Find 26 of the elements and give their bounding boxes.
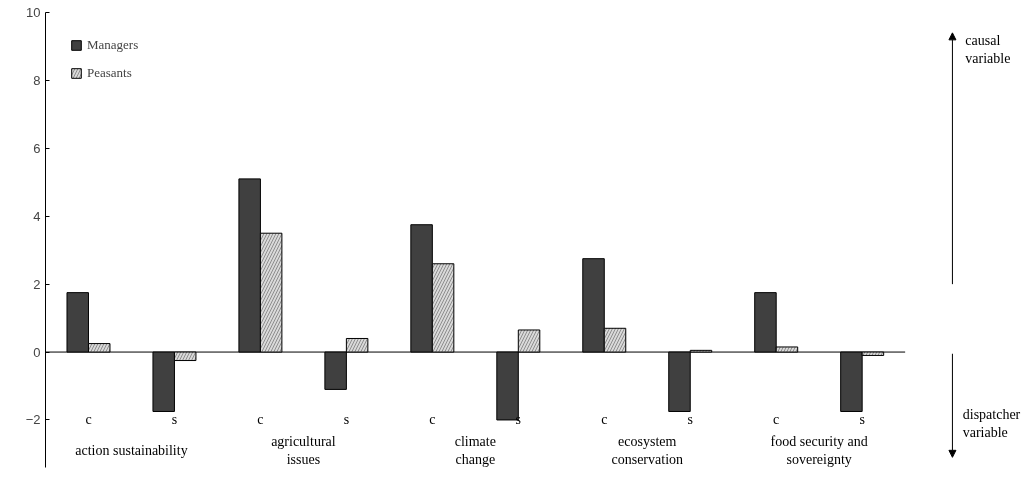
y-tick-label: 0 bbox=[33, 344, 41, 360]
x-tick-label: c bbox=[601, 412, 608, 428]
y-tick-label: −2 bbox=[25, 412, 41, 428]
x-tick-label: c bbox=[429, 412, 436, 428]
y-tick-label: 2 bbox=[33, 276, 41, 292]
annotation: action sustainability bbox=[75, 443, 188, 459]
x-tick-label: s bbox=[515, 412, 522, 428]
annotation: climate change bbox=[454, 434, 496, 468]
x-tick-label: c bbox=[85, 412, 92, 428]
annotation: agricultural issues bbox=[271, 434, 336, 468]
text: causal variable bbox=[965, 32, 1011, 66]
x-tick-label: s bbox=[343, 412, 350, 428]
x-tick-label: s bbox=[859, 412, 865, 428]
annotation: ecosystem conservation bbox=[611, 434, 684, 468]
x-tick-label: s bbox=[687, 412, 693, 428]
x-tick-label: c bbox=[773, 412, 780, 428]
y-tick-label: 10 bbox=[26, 5, 41, 20]
y-tick-label: 4 bbox=[33, 208, 41, 224]
annotation: food security and sovereignty bbox=[770, 434, 868, 468]
y-tick-label: 8 bbox=[33, 72, 41, 88]
legend-label: Managers bbox=[87, 37, 139, 53]
text: dispatcher variable bbox=[962, 406, 1021, 440]
y-tick-label: 6 bbox=[33, 140, 41, 156]
x-tick-label: s bbox=[171, 412, 178, 428]
legend-label: Peasants bbox=[87, 65, 132, 81]
x-tick-label: c bbox=[257, 412, 264, 428]
